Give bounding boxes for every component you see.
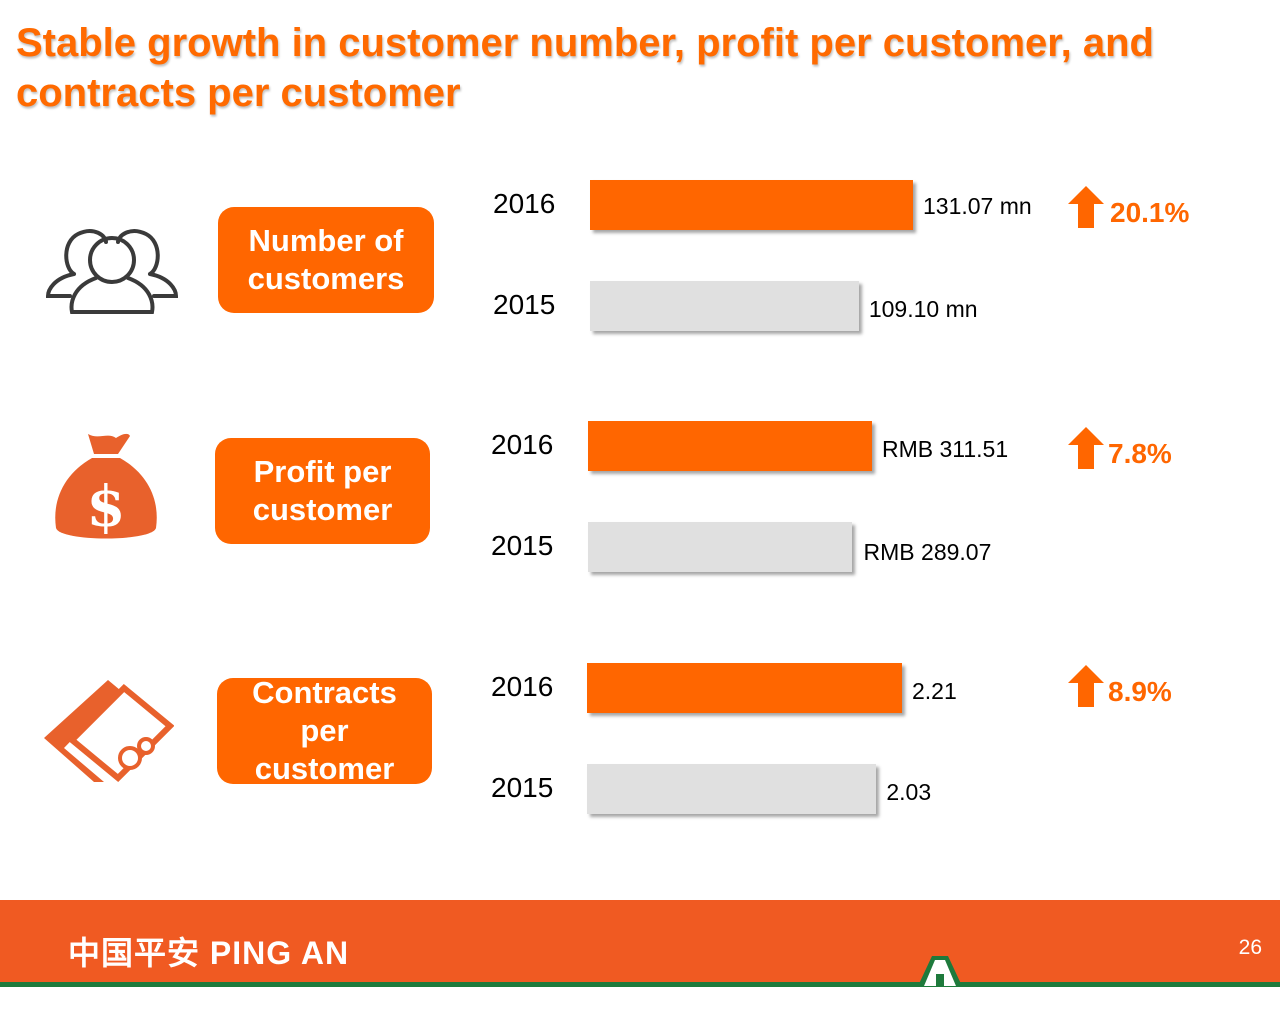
growth-percent: 7.8% [1108,438,1172,469]
year-label: 2016 [493,188,556,219]
value-label: RMB 311.51 [882,436,1009,462]
bar-2016 [588,421,872,471]
ping-an-logo: 中国平安 PING AN [68,935,350,971]
svg-text:$: $ [87,474,126,540]
value-label: 131.07 mn [923,193,1032,219]
page-number: 26 [1238,936,1262,959]
label-profit-per-customer: Profit per customer [215,438,430,544]
contract-icon [44,680,174,783]
bar-2016 [587,663,902,713]
year-label: 2015 [491,772,554,803]
bar-2015 [590,281,859,331]
money-bag-icon: $ [55,433,157,540]
year-label: 2016 [491,671,554,702]
label-contracts-per-customer: Contracts per customer [217,675,432,786]
year-label: 2015 [493,289,556,320]
ping-an-roof-icon [918,956,962,986]
growth-percent: 8.9% [1108,676,1172,707]
up-arrow-icon [1068,665,1104,707]
year-label: 2015 [491,530,554,561]
people-icon [45,229,179,314]
bar-2015 [587,764,877,814]
growth-percent: 20.1% [1110,197,1190,228]
footer-bar [0,900,1280,984]
value-label: 2.03 [886,779,932,805]
footer-green-line [0,982,1280,987]
up-arrow-icon [1068,427,1104,469]
up-arrow-icon [1068,186,1104,228]
bar-2015 [588,522,852,572]
value-label: 109.10 mn [868,296,978,322]
year-label: 2016 [491,429,554,460]
value-label: RMB 289.07 [863,539,992,565]
value-label: 2.21 [912,678,957,704]
label-number-of-customers: Number of customers [218,207,434,313]
bar-2016 [590,180,913,230]
page-title: Stable growth in customer number, profit… [16,21,1154,115]
